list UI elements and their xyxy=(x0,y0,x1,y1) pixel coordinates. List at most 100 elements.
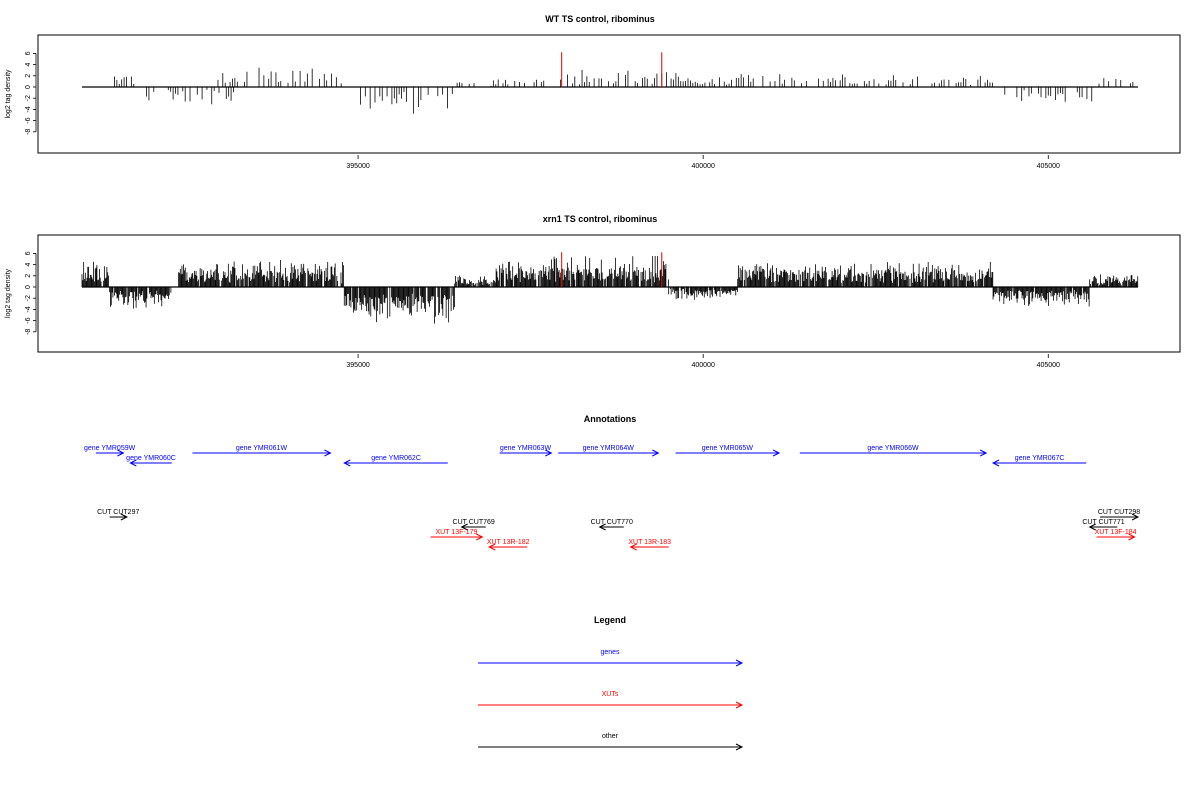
feature-label: CUT CUT769 xyxy=(453,519,495,526)
feature-label: gene YMR063W xyxy=(500,445,552,452)
legend-title: Legend xyxy=(594,615,626,625)
legend-arrowhead xyxy=(735,743,744,751)
annotation-feature: CUT CUT771 xyxy=(1082,519,1125,531)
annotation-feature: XUT 13R-182 xyxy=(487,539,530,551)
annotation-feature: gene YMR061W xyxy=(192,445,332,457)
x-tick-label: 405000 xyxy=(1037,362,1060,369)
feature-arrowhead xyxy=(545,449,553,457)
chart-title: xrn1 TS control, ribominus xyxy=(543,214,658,224)
density-bars xyxy=(114,67,1134,114)
feature-arrowhead xyxy=(120,513,128,521)
feature-arrowhead xyxy=(1088,523,1096,531)
annotation-feature: XUT 13R-183 xyxy=(628,539,671,551)
annotation-feature: gene YMR062C xyxy=(343,455,448,467)
annotation-feature: gene YMR060C xyxy=(126,455,176,467)
annotation-feature: gene YMR064W xyxy=(558,445,660,457)
legend-label: genes xyxy=(600,649,620,656)
y-axis-label: log2 tag density xyxy=(5,268,12,318)
y-tick-label: 0 xyxy=(25,285,32,289)
annotation-feature: XUT 13F-184 xyxy=(1095,529,1137,541)
feature-arrowhead xyxy=(979,449,988,457)
legend-arrowhead xyxy=(735,701,744,709)
annotation-feature: gene YMR066W xyxy=(799,445,988,457)
y-tick-label: -6 xyxy=(25,117,32,123)
feature-arrowhead xyxy=(772,449,781,457)
x-tick-label: 400000 xyxy=(691,163,714,170)
feature-arrowhead xyxy=(629,543,637,551)
feature-arrowhead xyxy=(476,533,484,541)
y-tick-label: -8 xyxy=(25,329,32,335)
feature-arrowhead xyxy=(129,459,137,467)
feature-label: XUT 13R-183 xyxy=(628,539,671,546)
y-tick-label: 6 xyxy=(25,251,32,255)
xrn1-track-panel: xrn1 TS control, ribominus 6 4 2 0 -2 -4 -6 -8 lo… xyxy=(5,214,1181,369)
feature-label: gene YMR065W xyxy=(702,445,754,452)
y-tick-label: 4 xyxy=(25,63,32,67)
x-tick-label: 395000 xyxy=(346,163,369,170)
feature-label: gene YMR059W xyxy=(84,445,136,452)
annotation-feature: CUT CUT770 xyxy=(591,519,633,531)
y-tick-label: -4 xyxy=(25,106,32,112)
feature-label: CUT CUT298 xyxy=(1098,509,1140,516)
density-bars xyxy=(81,255,1139,324)
y-tick-label: -2 xyxy=(25,295,32,301)
annotation-feature: gene YMR067C xyxy=(991,455,1087,467)
feature-arrowhead xyxy=(343,459,351,467)
feature-label: XUT 13R-182 xyxy=(487,539,530,546)
feature-arrowhead xyxy=(324,449,332,457)
legend-entry: XUTs xyxy=(478,691,744,709)
feature-label: gene YMR067C xyxy=(1015,455,1065,462)
annotation-feature: CUT CUT298 xyxy=(1098,509,1140,521)
feature-label: XUT 13F-179 xyxy=(435,529,477,536)
feature-arrowhead xyxy=(117,449,125,457)
y-tick-label: 4 xyxy=(25,263,32,267)
legend-entry: genes xyxy=(478,649,744,667)
legend-panel: Legend genes XUTs other xyxy=(478,615,744,751)
x-tick-label: 405000 xyxy=(1037,163,1060,170)
annotations-title: Annotations xyxy=(584,414,637,424)
feature-label: CUT CUT771 xyxy=(1082,519,1124,526)
y-tick-label: 0 xyxy=(25,85,32,89)
y-tick-label: -6 xyxy=(25,317,32,323)
annotation-feature: XUT 13F-179 xyxy=(430,529,484,541)
feature-label: gene YMR062C xyxy=(371,455,421,462)
annotation-feature: CUT CUT769 xyxy=(453,519,495,531)
legend-entry: other xyxy=(478,733,744,751)
feature-arrowhead xyxy=(460,523,468,531)
feature-label: gene YMR066W xyxy=(867,445,919,452)
legend-arrowhead xyxy=(735,659,744,667)
feature-label: gene YMR061W xyxy=(236,445,288,452)
chart-title: WT TS control, ribominus xyxy=(545,14,655,24)
feature-label: XUT 13F-184 xyxy=(1095,529,1137,536)
y-tick-label: 2 xyxy=(25,74,32,78)
annotation-feature: gene YMR059W xyxy=(84,445,136,457)
y-tick-label: -2 xyxy=(25,95,32,101)
plot-frame xyxy=(37,234,1181,353)
feature-label: gene YMR064W xyxy=(583,445,635,452)
y-tick-label: -8 xyxy=(25,129,32,135)
y-tick-label: 6 xyxy=(25,51,32,55)
feature-arrowhead xyxy=(991,459,1000,467)
y-tick-label: -4 xyxy=(25,306,32,312)
annotation-panel: Annotations gene YMR059W gene YMR060C gene … xyxy=(84,414,1140,551)
legend-label: XUTs xyxy=(602,691,619,698)
feature-arrowhead xyxy=(488,543,496,551)
x-tick-label: 400000 xyxy=(691,362,714,369)
feature-arrowhead xyxy=(1131,513,1140,521)
feature-arrowhead xyxy=(1128,533,1136,541)
x-tick-label: 395000 xyxy=(346,362,369,369)
y-axis-label: log2 tag density xyxy=(5,69,12,119)
feature-label: gene YMR060C xyxy=(126,455,176,462)
annotation-feature: CUT CUT297 xyxy=(97,509,139,521)
annotation-feature: gene YMR065W xyxy=(675,445,781,457)
feature-label: CUT CUT770 xyxy=(591,519,633,526)
feature-label: CUT CUT297 xyxy=(97,509,139,516)
y-tick-label: 2 xyxy=(25,274,32,278)
feature-arrowhead xyxy=(652,449,660,457)
legend-label: other xyxy=(602,733,619,740)
feature-arrowhead xyxy=(598,523,606,531)
plot-frame xyxy=(37,34,1181,154)
wt-track-panel: WT TS control, ribominus 6 4 2 0 -2 -4 -6 -8 log2… xyxy=(5,14,1181,170)
annotation-feature: gene YMR063W xyxy=(499,445,553,457)
